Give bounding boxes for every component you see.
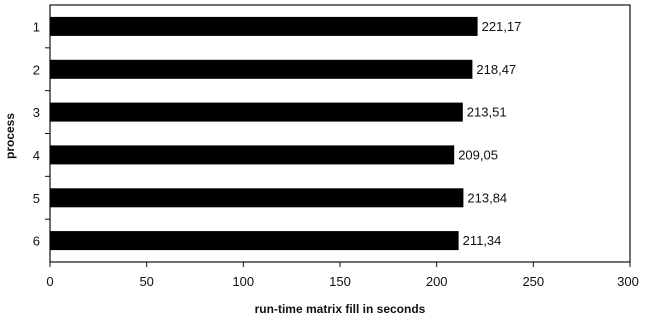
y-tick-label: 5: [33, 191, 40, 206]
data-label: 221,17: [482, 19, 522, 34]
bar-process-3: [50, 102, 463, 122]
bar-process-5: [50, 188, 464, 208]
x-tick-label: 0: [46, 274, 53, 289]
y-tick-label: 1: [33, 19, 40, 34]
x-tick-label: 100: [232, 274, 254, 289]
data-label: 218,47: [476, 62, 516, 77]
y-tick-label: 3: [33, 105, 40, 120]
plot-area: [49, 4, 631, 263]
x-tick-label: 200: [426, 274, 448, 289]
data-label: 211,34: [463, 233, 502, 248]
y-tick-label: 2: [33, 62, 40, 77]
x-tick-label: 50: [139, 274, 153, 289]
plot-frame: [49, 4, 631, 263]
y-tick-label: 4: [33, 148, 40, 163]
data-label: 213,51: [467, 105, 507, 120]
bar-process-6: [50, 231, 459, 251]
y-axis-tick-labels: 1 2 3 4 5 6: [33, 19, 40, 248]
bar-process-1: [50, 16, 478, 36]
y-axis-title: process: [3, 113, 17, 159]
x-tick-label: 250: [522, 274, 544, 289]
x-tick-label: 300: [617, 274, 639, 289]
x-axis-title: run-time matrix fill in seconds: [255, 302, 426, 316]
data-label: 209,05: [458, 147, 498, 162]
data-labels: 221,17 218,47 213,51 209,05 213,84 211,34: [458, 19, 521, 248]
x-tick-label: 150: [329, 274, 351, 289]
y-axis-ticks: [45, 47, 50, 220]
x-axis-tick-labels: 0 50 100 150 200 250 300: [46, 274, 638, 289]
bar-process-4: [50, 145, 455, 165]
x-axis-ticks: [49, 262, 631, 267]
y-tick-label: 6: [33, 234, 40, 249]
data-label: 213,84: [467, 190, 507, 205]
bars: [50, 16, 478, 251]
bar-process-2: [50, 59, 473, 79]
